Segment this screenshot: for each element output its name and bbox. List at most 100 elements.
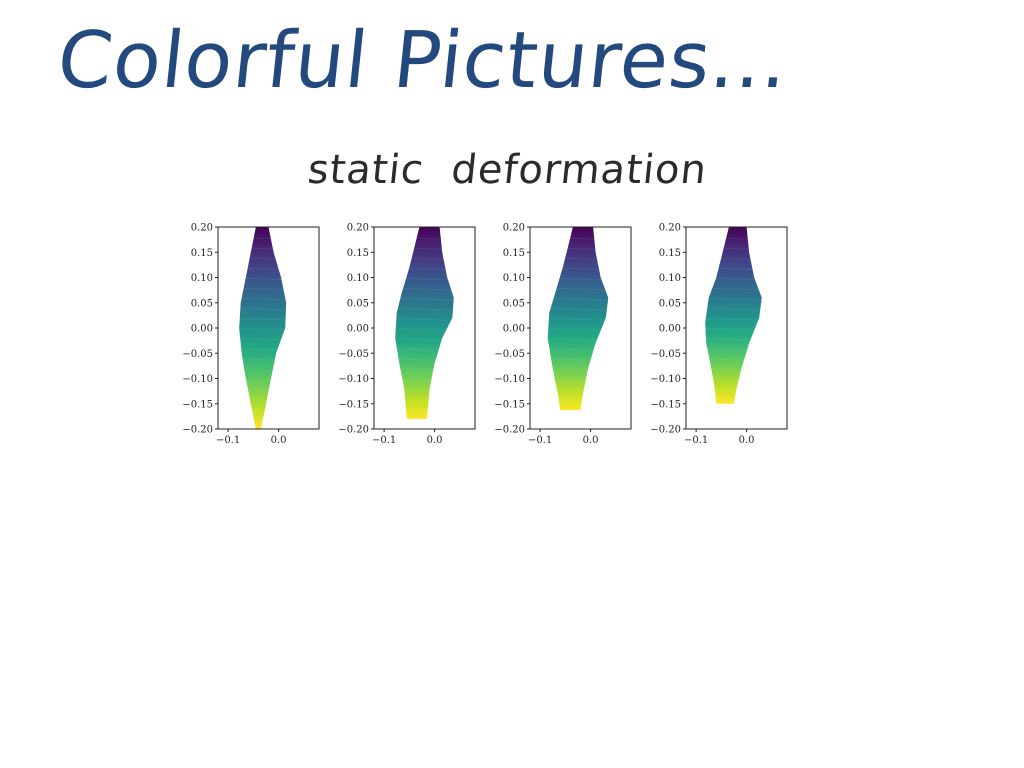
y-tick: −0.05 — [338, 349, 374, 360]
x-tick: −0.1 — [372, 429, 396, 446]
y-tick: −0.20 — [182, 425, 218, 436]
x-tick: −0.1 — [528, 429, 552, 446]
mesh-line — [686, 388, 787, 393]
mesh-line — [530, 418, 631, 423]
y-tick: 0.00 — [347, 324, 374, 335]
y-tick-label: 0.00 — [347, 324, 369, 335]
deformation-shape — [239, 227, 287, 429]
y-tick: 0.10 — [503, 273, 530, 284]
y-tick-label: 0.20 — [503, 223, 525, 234]
mesh-line — [374, 266, 475, 271]
mesh-line — [218, 398, 319, 403]
x-tick-label: −0.1 — [372, 435, 396, 446]
y-tick-label: −0.10 — [338, 374, 369, 385]
mesh-line — [218, 287, 319, 292]
x-tick-label: −0.1 — [684, 435, 708, 446]
mesh-line — [530, 327, 631, 332]
y-tick: 0.20 — [659, 223, 686, 234]
y-tick: −0.10 — [650, 374, 686, 385]
mesh-line — [218, 347, 319, 352]
mesh-line — [218, 418, 319, 423]
y-tick-label: 0.10 — [191, 273, 213, 284]
mesh-line — [686, 398, 787, 403]
y-tick-label: 0.10 — [659, 273, 681, 284]
y-tick: −0.15 — [338, 399, 374, 410]
y-tick-label: 0.15 — [347, 248, 369, 259]
y-tick: −0.20 — [650, 425, 686, 436]
mesh-line — [530, 398, 631, 403]
mesh-line — [218, 277, 319, 281]
deformation-shape — [705, 227, 762, 404]
y-tick: −0.15 — [182, 399, 218, 410]
mesh-line — [686, 287, 787, 292]
y-tick: 0.00 — [659, 324, 686, 335]
mesh-line — [530, 297, 631, 302]
x-tick: 0.0 — [427, 429, 443, 446]
mesh-line — [218, 337, 319, 342]
mesh-line — [374, 236, 475, 241]
mesh-line — [218, 327, 319, 332]
y-tick-label: −0.10 — [182, 374, 213, 385]
y-tick: 0.10 — [191, 273, 218, 284]
y-tick-label: 0.20 — [659, 223, 681, 234]
y-tick: 0.15 — [659, 248, 686, 259]
x-tick-label: 0.0 — [427, 435, 443, 446]
y-tick: 0.05 — [503, 298, 530, 309]
y-tick: −0.15 — [650, 399, 686, 410]
mesh-line — [374, 378, 475, 382]
mesh-line — [686, 367, 787, 372]
mesh-line — [686, 357, 787, 362]
y-tick-label: 0.20 — [347, 223, 369, 234]
mesh-line — [218, 408, 319, 413]
mesh-line — [530, 317, 631, 322]
mesh-line — [530, 287, 631, 292]
y-tick-label: 0.10 — [503, 273, 525, 284]
y-tick-label: −0.15 — [182, 399, 213, 410]
y-tick: 0.05 — [191, 298, 218, 309]
mesh-line — [218, 236, 319, 241]
mesh-line — [530, 408, 631, 413]
mesh-line — [218, 388, 319, 393]
y-tick: 0.15 — [503, 248, 530, 259]
y-tick-label: −0.20 — [650, 425, 681, 436]
x-tick: 0.0 — [739, 429, 755, 446]
mesh-line — [218, 317, 319, 322]
y-tick-label: −0.05 — [650, 349, 681, 360]
y-tick-label: 0.00 — [659, 324, 681, 335]
y-tick: 0.20 — [347, 223, 374, 234]
x-tick: −0.1 — [684, 429, 708, 446]
mesh-line — [374, 287, 475, 292]
y-tick: −0.05 — [494, 349, 530, 360]
y-tick: 0.15 — [191, 248, 218, 259]
mesh-line — [374, 327, 475, 332]
deformation-plot-1: 0.20 0.15 0.10 0.05 0.00 −0.05 −0.10 −0.15 −0.20… — [182, 223, 320, 446]
deformation-plot-4: 0.20 0.15 0.10 0.05 0.00 −0.05 −0.10 −0.15 −0.20… — [650, 223, 788, 446]
y-tick: 0.00 — [503, 324, 530, 335]
mesh-line — [686, 327, 787, 332]
y-tick-label: −0.20 — [494, 425, 525, 436]
y-tick: 0.05 — [347, 298, 374, 309]
mesh-line — [374, 317, 475, 322]
x-tick-label: 0.0 — [739, 435, 755, 446]
y-tick-label: −0.10 — [650, 374, 681, 385]
mesh-line — [218, 266, 319, 271]
mesh-line — [686, 277, 787, 281]
y-tick-label: −0.15 — [338, 399, 369, 410]
x-tick: 0.0 — [271, 429, 287, 446]
x-tick-label: 0.0 — [271, 435, 287, 446]
x-tick: −0.1 — [216, 429, 240, 446]
y-tick: 0.10 — [659, 273, 686, 284]
x-tick-label: 0.0 — [583, 435, 599, 446]
y-tick-label: 0.10 — [347, 273, 369, 284]
y-tick-label: 0.05 — [347, 298, 369, 309]
mesh-line — [686, 378, 787, 382]
y-tick-label: −0.20 — [338, 425, 369, 436]
y-tick: −0.10 — [494, 374, 530, 385]
mesh-line — [530, 367, 631, 372]
mesh-line — [218, 357, 319, 362]
mesh-line — [374, 357, 475, 362]
y-tick: −0.10 — [338, 374, 374, 385]
mesh-line — [374, 297, 475, 302]
y-tick-label: −0.05 — [182, 349, 213, 360]
mesh-line — [530, 378, 631, 382]
